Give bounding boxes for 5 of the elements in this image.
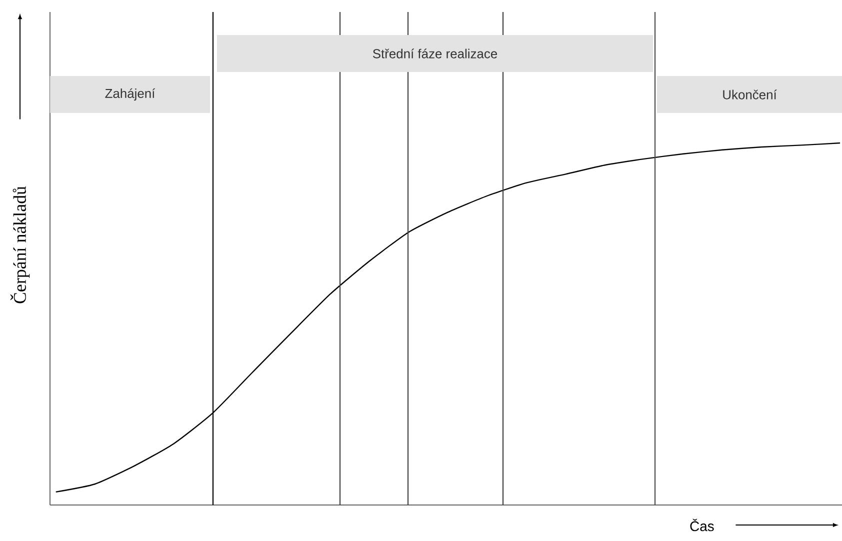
- text: Zahájení: [105, 88, 156, 101]
- text: Střední fáze realizace: [372, 48, 498, 58]
- x-axis-title: Čas: [690, 518, 714, 532]
- text: Ukončení: [723, 90, 777, 100]
- y-axis-title: Čerpání nákladů: [10, 186, 30, 304]
